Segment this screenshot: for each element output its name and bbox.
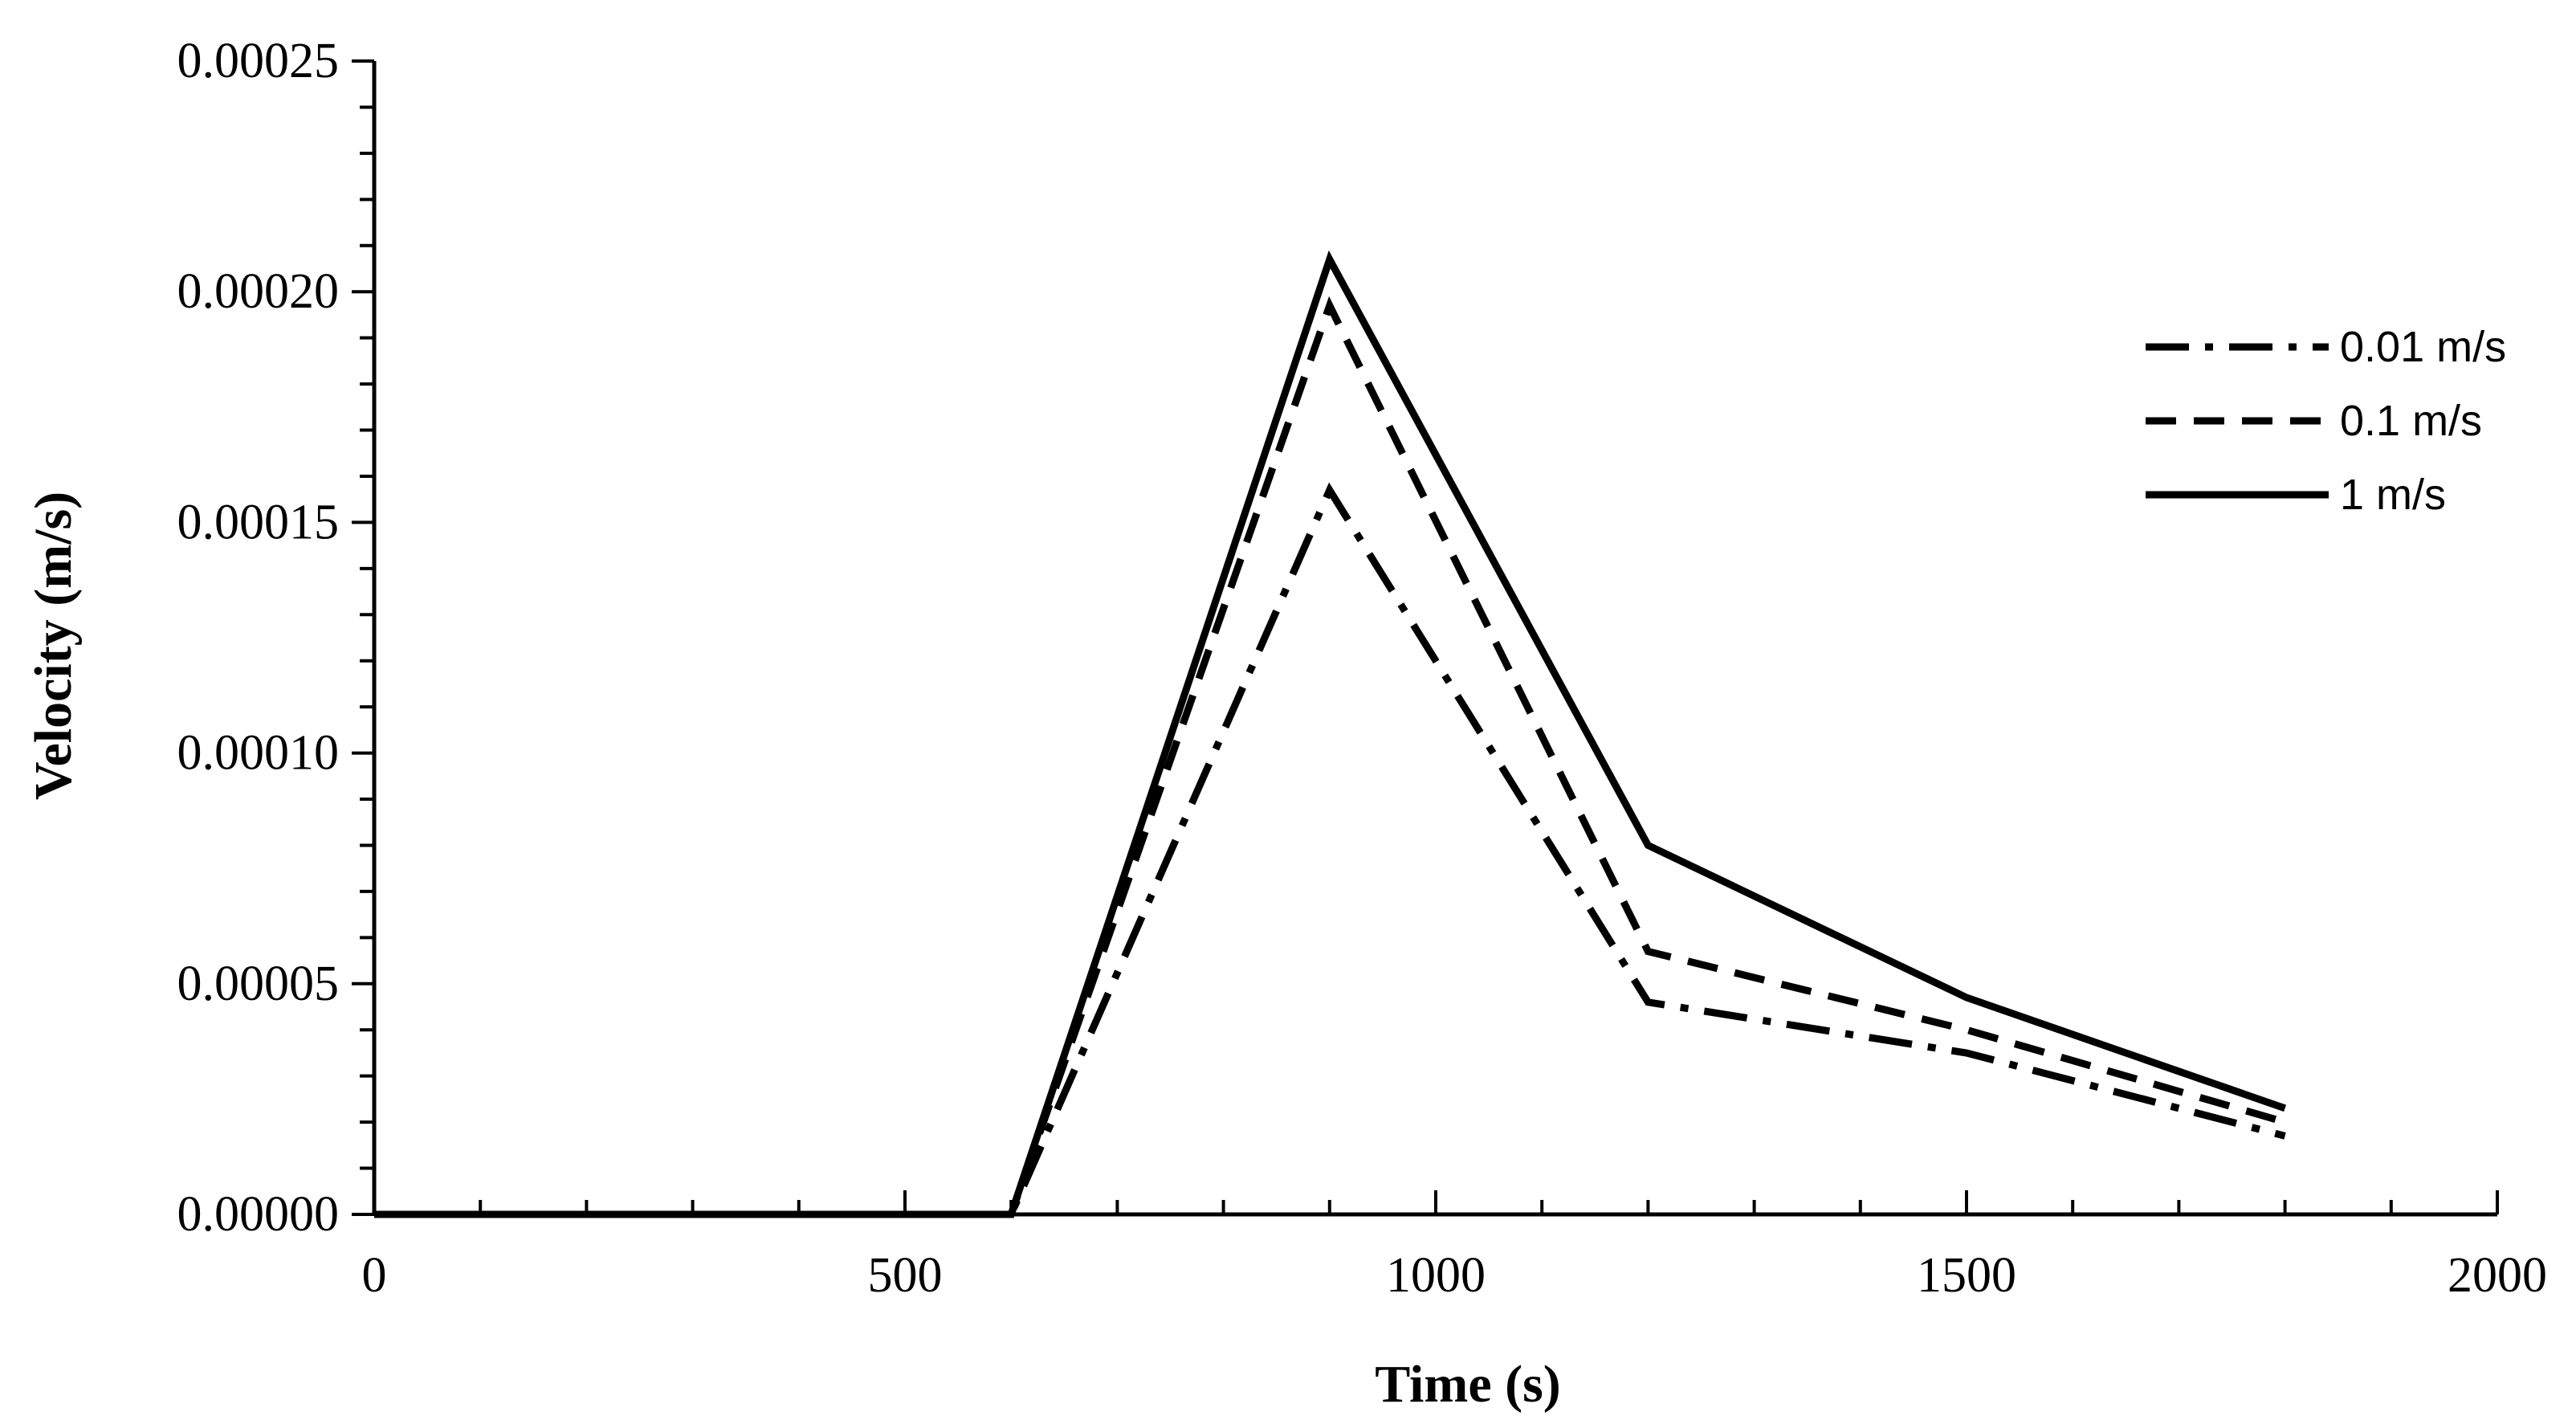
x-tick-label: 0 <box>362 1248 387 1303</box>
series-lines <box>374 250 2287 1218</box>
y-tick-label: 0.00000 <box>177 1187 340 1242</box>
x-axis: 0 500 1000 1500 2000 <box>362 1190 2547 1303</box>
series-line-1 <box>374 482 2286 1218</box>
legend: 0.01 m/s 0.1 m/s 1 m/s <box>2146 323 2506 519</box>
y-tick-label: 0.00020 <box>177 264 340 319</box>
x-tick-label: 1000 <box>1386 1248 1486 1303</box>
legend-label-3: 1 m/s <box>2340 471 2446 519</box>
y-axis: 0.00000 0.00005 0.00010 0.00015 0.00020 0.000… <box>177 34 377 1242</box>
y-tick-label: 0.00005 <box>177 957 340 1011</box>
x-tick-label: 1500 <box>1917 1248 2016 1303</box>
x-tick-label: 2000 <box>2448 1248 2547 1303</box>
y-tick-label: 0.00015 <box>177 495 340 549</box>
y-axis-title: Velocity (m/s) <box>24 492 83 800</box>
x-tick-label: 500 <box>868 1248 943 1303</box>
legend-label-2: 0.1 m/s <box>2340 397 2482 445</box>
series-line-2 <box>374 296 2286 1218</box>
series-line-3 <box>374 250 2287 1218</box>
y-tick-label: 0.00010 <box>177 726 340 781</box>
legend-label-1: 0.01 m/s <box>2340 323 2506 371</box>
x-axis-title: Time (s) <box>1375 1355 1561 1414</box>
y-tick-label: 0.00025 <box>177 34 340 88</box>
